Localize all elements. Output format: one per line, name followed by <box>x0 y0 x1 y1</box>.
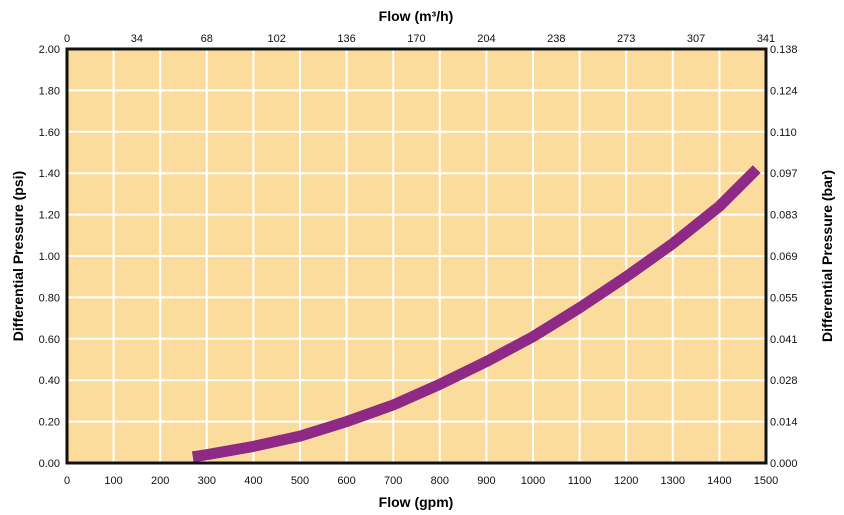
y2-tick-label: 0.000 <box>770 458 798 470</box>
x2-tick-label: 204 <box>477 33 495 45</box>
x-tick-label: 500 <box>291 475 309 487</box>
y2-tick-label: 0.124 <box>770 85 798 97</box>
x-tick-label: 700 <box>384 475 402 487</box>
x2-tick-labels: 0 34 68 102 136 170 204 238 273 307 341 <box>64 33 775 45</box>
x2-tick-label: 170 <box>407 33 425 45</box>
y2-tick-label: 0.083 <box>770 210 798 222</box>
x2-tick-label: 0 <box>64 33 70 45</box>
y-tick-label: 0.80 <box>39 292 60 304</box>
x2-tick-label: 68 <box>201 33 213 45</box>
x-tick-label: 0 <box>64 475 70 487</box>
x-tick-label: 600 <box>337 475 355 487</box>
x-axis-title: Flow (gpm) <box>379 494 454 510</box>
plot-frame <box>65 47 768 465</box>
y-tick-label: 1.40 <box>39 168 60 180</box>
x2-tick-label: 136 <box>337 33 355 45</box>
y-tick-labels: 0.00 0.20 0.40 0.60 0.80 1.00 1.20 1.40 1.60 1.80… <box>39 44 60 470</box>
y-tick-label: 1.80 <box>39 85 60 97</box>
y-tick-label: 0.20 <box>39 417 60 429</box>
y2-axis-title: Differential Pressure (bar) <box>819 170 835 342</box>
y-tick-label: 2.00 <box>39 44 60 56</box>
y2-tick-label: 0.041 <box>770 334 798 346</box>
y-tick-label: 0.00 <box>39 458 60 470</box>
y-tick-label: 1.20 <box>39 210 60 222</box>
x2-tick-label: 273 <box>617 33 635 45</box>
x-tick-label: 1000 <box>521 475 545 487</box>
x-tick-label: 900 <box>477 475 495 487</box>
y2-tick-label: 0.014 <box>770 417 798 429</box>
x-tick-label: 1200 <box>614 475 638 487</box>
x-tick-label: 1500 <box>754 475 778 487</box>
x-tick-label: 800 <box>431 475 449 487</box>
x2-tick-label: 102 <box>268 33 286 45</box>
x-tick-label: 200 <box>151 475 169 487</box>
x-tick-label: 1300 <box>661 475 685 487</box>
y-axis-title: Differential Pressure (psi) <box>10 171 26 341</box>
y-tick-label: 0.40 <box>39 375 60 387</box>
x2-tick-label: 307 <box>687 33 705 45</box>
x-tick-label: 300 <box>198 475 216 487</box>
pressure-curve <box>191 165 761 463</box>
y2-tick-label: 0.028 <box>770 375 798 387</box>
x-tick-label: 1400 <box>707 475 731 487</box>
y2-tick-labels: 0.000 0.014 0.028 0.041 0.055 0.069 0.083 0.097… <box>770 44 798 470</box>
x2-tick-label: 341 <box>757 33 775 45</box>
x2-axis-title: Flow (m³/h) <box>379 8 454 24</box>
y-tick-label: 1.60 <box>39 127 60 139</box>
y2-tick-label: 0.110 <box>770 127 797 139</box>
x-tick-label: 400 <box>244 475 262 487</box>
y2-tick-label: 0.055 <box>770 292 798 304</box>
y2-tick-label: 0.138 <box>770 44 798 56</box>
x-tick-labels: 0 100 200 300 400 500 600 700 800 900 1000 1100 1200… <box>64 475 778 487</box>
y2-tick-label: 0.069 <box>770 251 798 263</box>
x2-tick-label: 238 <box>547 33 565 45</box>
y-tick-label: 0.60 <box>39 334 60 346</box>
x-tick-label: 100 <box>104 475 122 487</box>
y2-tick-label: 0.097 <box>770 168 798 180</box>
x2-tick-label: 34 <box>131 33 143 45</box>
y-tick-label: 1.00 <box>39 251 60 263</box>
x-tick-label: 1100 <box>568 475 592 487</box>
